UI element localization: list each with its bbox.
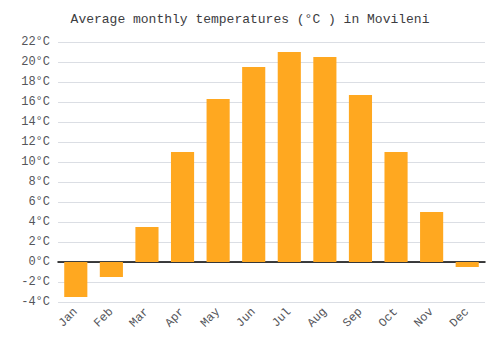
- svg-text:Mar: Mar: [127, 305, 152, 330]
- svg-text:Jan: Jan: [56, 305, 81, 330]
- svg-text:Nov: Nov: [411, 305, 436, 330]
- svg-text:Sep: Sep: [340, 305, 365, 330]
- svg-text:16°C: 16°C: [21, 95, 50, 109]
- svg-text:14°C: 14°C: [21, 115, 50, 129]
- svg-text:Average monthly temperatures (: Average monthly temperatures (°C ) in Mo…: [71, 12, 430, 27]
- svg-text:4°C: 4°C: [28, 215, 50, 229]
- svg-text:-4°C: -4°C: [21, 295, 50, 309]
- svg-text:0°C: 0°C: [28, 255, 50, 269]
- svg-text:12°C: 12°C: [21, 135, 50, 149]
- svg-text:6°C: 6°C: [28, 195, 50, 209]
- svg-text:2°C: 2°C: [28, 235, 50, 249]
- svg-text:Apr: Apr: [162, 305, 187, 330]
- svg-text:8°C: 8°C: [28, 175, 50, 189]
- svg-text:Oct: Oct: [376, 305, 401, 330]
- svg-text:20°C: 20°C: [21, 55, 50, 69]
- svg-text:Feb: Feb: [91, 305, 116, 330]
- svg-text:Aug: Aug: [305, 305, 330, 330]
- svg-text:10°C: 10°C: [21, 155, 50, 169]
- svg-text:Jun: Jun: [234, 305, 259, 330]
- svg-text:Dec: Dec: [447, 305, 472, 330]
- svg-text:May: May: [198, 305, 223, 330]
- svg-text:18°C: 18°C: [21, 75, 50, 89]
- svg-text:Jul: Jul: [269, 305, 294, 330]
- svg-text:-2°C: -2°C: [21, 275, 50, 289]
- svg-text:22°C: 22°C: [21, 35, 50, 49]
